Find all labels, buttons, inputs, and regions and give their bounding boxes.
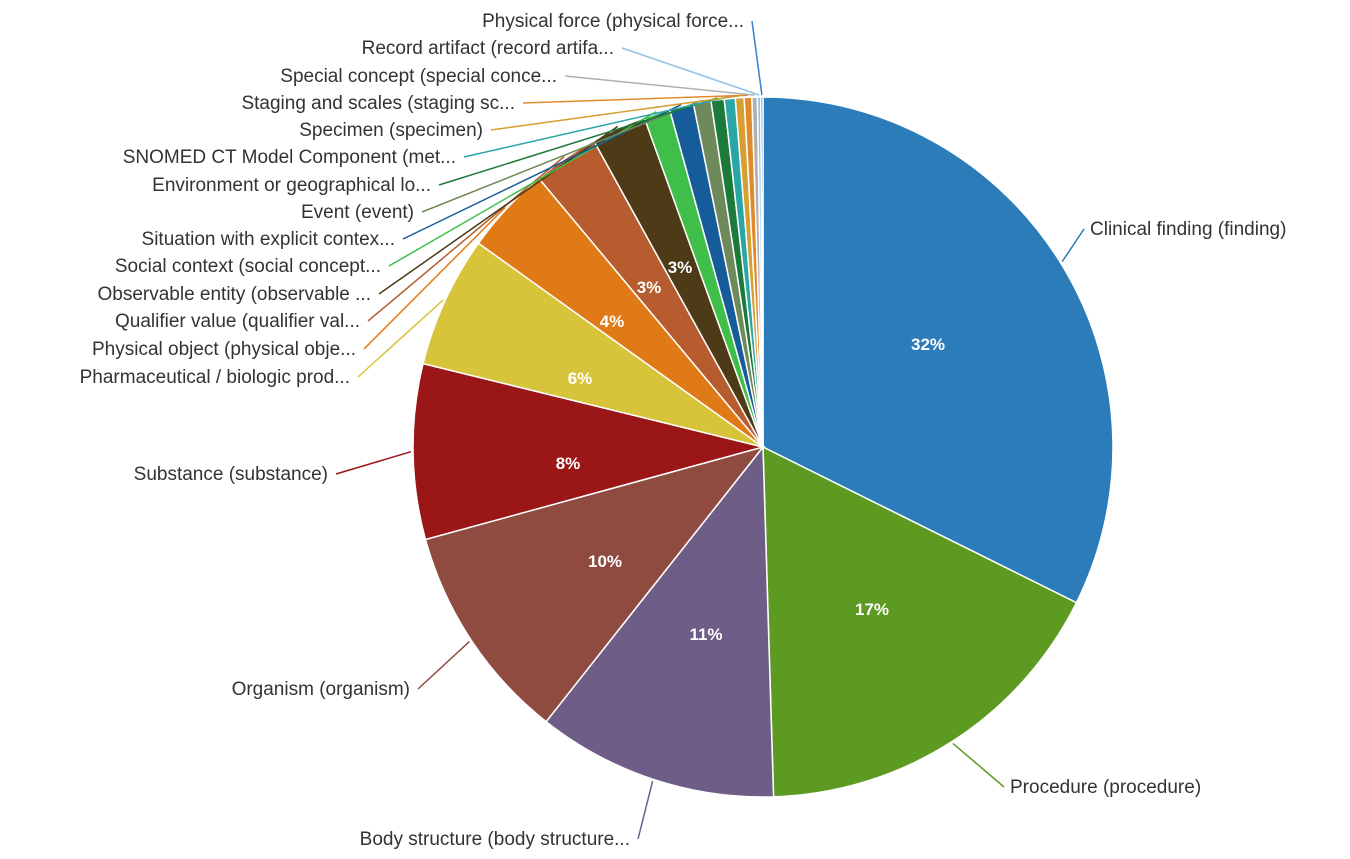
slice-percent-label: 3%: [637, 278, 662, 297]
slice-percent-label: 11%: [689, 625, 722, 644]
slice-percent-label: 3%: [668, 258, 693, 277]
pie-slice-physical-force-physical-force[interactable]: [760, 96, 764, 448]
leader-line: [357, 299, 444, 378]
leader-line: [421, 99, 703, 213]
pie-slice-clinical-finding-finding[interactable]: [762, 96, 1114, 604]
slice-label: Physical object (physical obje...: [92, 339, 356, 360]
leader-line: [621, 47, 760, 96]
slice-label: Substance (substance): [134, 464, 328, 485]
leader-line: [490, 95, 740, 131]
leader-line: [1061, 228, 1085, 263]
slice-label: Body structure (body structure...: [360, 829, 630, 850]
slice-label: Organism (organism): [232, 679, 410, 700]
leader-line: [463, 95, 730, 158]
slice-label: Qualifier value (qualifier val...: [115, 311, 360, 332]
pie-slice-pharmaceutical-biologic-prod[interactable]: [422, 242, 764, 448]
slice-label: SNOMED CT Model Component (met...: [123, 147, 456, 168]
slice-percent-label: 10%: [588, 552, 622, 571]
leader-line: [335, 450, 412, 475]
slice-label: Procedure (procedure): [1010, 777, 1201, 798]
slice-label: Record artifact (record artifa...: [362, 38, 614, 59]
slice-label: Clinical finding (finding): [1090, 219, 1286, 240]
leader-line: [637, 781, 654, 840]
leader-line: [438, 97, 718, 186]
slice-label: Pharmaceutical / biologic prod...: [80, 367, 350, 388]
leader-line: [952, 742, 1005, 788]
slice-label: Environment or geographical lo...: [152, 175, 431, 196]
leader-line: [388, 110, 657, 267]
leader-line: [564, 75, 755, 96]
slice-percent-label: 17%: [855, 600, 889, 619]
slice-label: Specimen (specimen): [299, 120, 483, 141]
leader-line: [417, 640, 471, 690]
slice-percent-label: 8%: [556, 454, 581, 473]
pie-slice-body-structure-body-structure[interactable]: [545, 444, 775, 798]
slice-label: Special concept (special conce...: [280, 66, 557, 87]
slice-label: Social context (social concept...: [115, 256, 381, 277]
pie-slice-substance-substance[interactable]: [412, 362, 766, 541]
slice-percent-label: 4%: [600, 312, 625, 331]
slice-label: Staging and scales (staging sc...: [241, 93, 515, 114]
slice-percent-label: 32%: [911, 335, 945, 354]
slice-percent-label: 6%: [568, 369, 593, 388]
slice-label: Event (event): [301, 202, 414, 223]
slice-label: Situation with explicit contex...: [142, 229, 395, 250]
pie-slice-organism-organism[interactable]: [424, 445, 766, 723]
leader-line: [363, 206, 506, 350]
slice-label: Observable entity (observable ...: [97, 284, 371, 305]
pie-slice-procedure-procedure[interactable]: [762, 445, 1078, 798]
slice-label: Physical force (physical force...: [482, 11, 744, 32]
leader-line: [751, 20, 763, 96]
leader-line: [522, 94, 748, 104]
